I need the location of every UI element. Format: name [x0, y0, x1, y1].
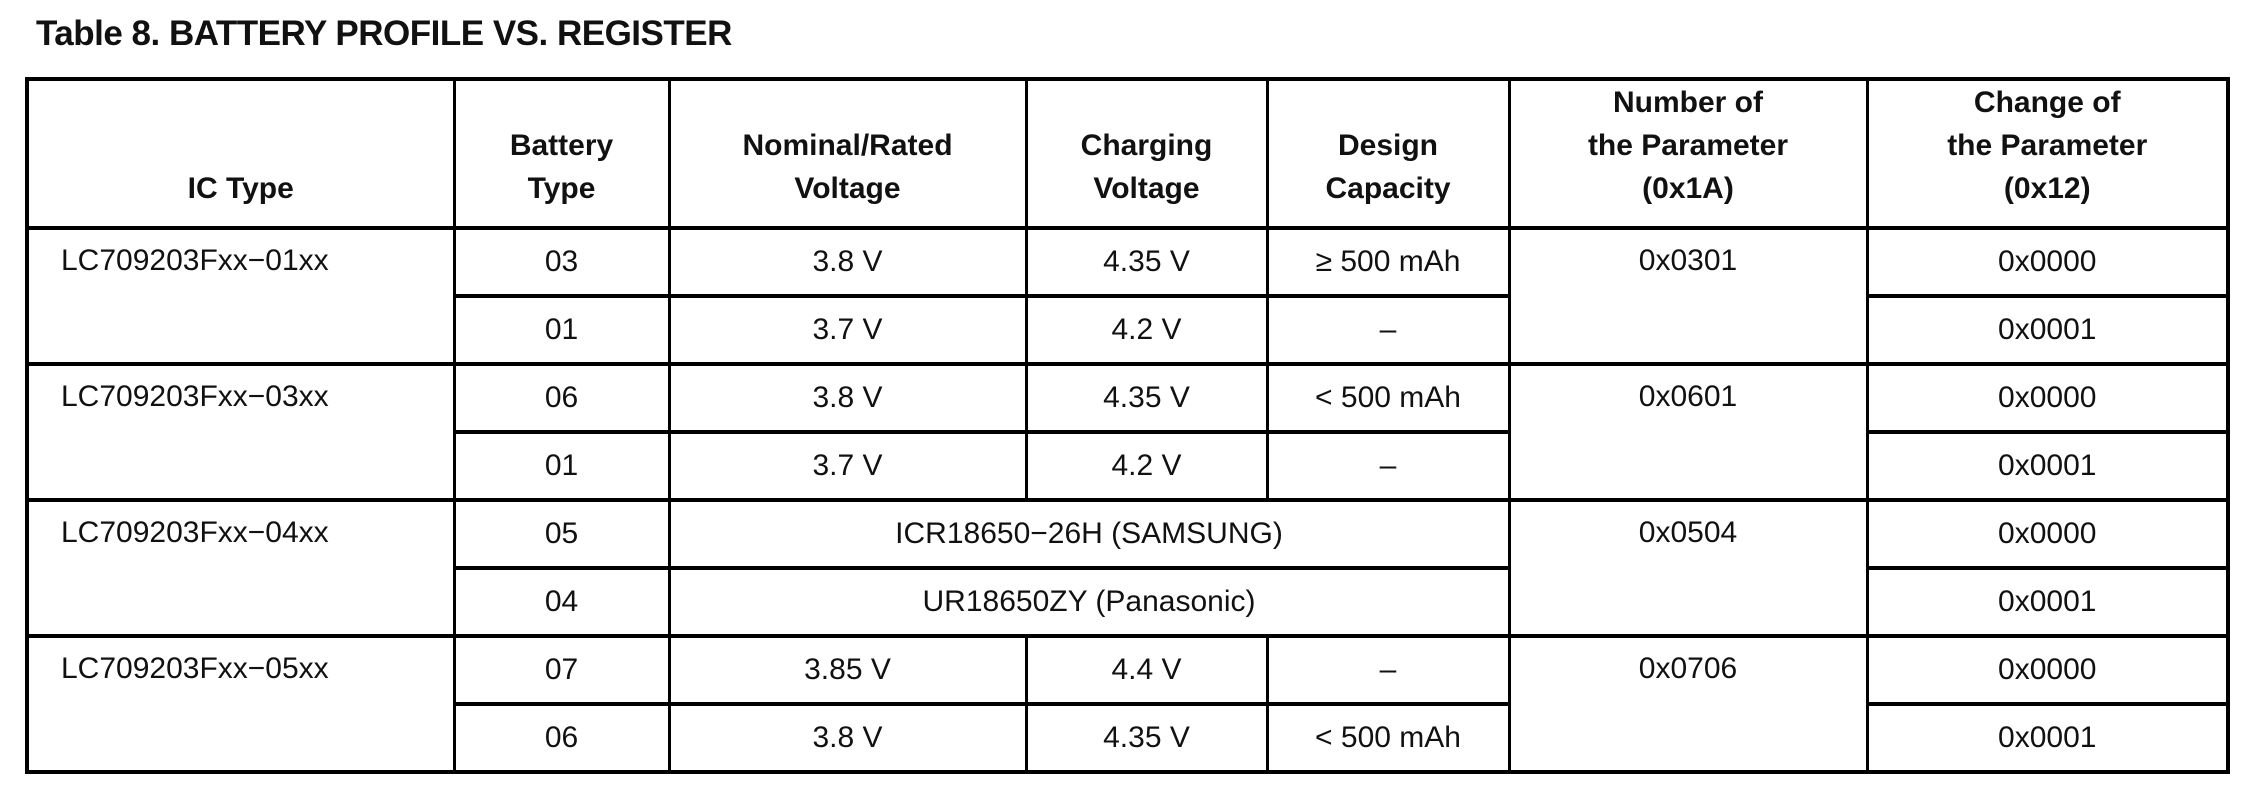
charging-voltage-cell: 4.4 V [1024, 634, 1269, 706]
table-row: LC709203Fxx−04xx 05 ICR18650−26H (SAMSUNG)… [25, 498, 2230, 638]
battery-spec-cell: UR18650ZY (Panasonic) [667, 566, 1511, 638]
header-ic-type: IC Type [25, 77, 456, 230]
battery-type-cell: 05 [452, 498, 671, 570]
header-design-capacity: Design Capacity [1265, 77, 1511, 230]
nominal-voltage-cell: 3.8 V [667, 702, 1028, 774]
table-row: LC709203Fxx−03xx 06 3.8 V 4.35 V < 500 mAh 0x… [25, 362, 2230, 502]
header-text: Change of [1973, 86, 2121, 119]
header-text: Charging [1080, 129, 1213, 162]
ic-type-cell: LC709203Fxx−01xx [25, 226, 456, 366]
table-title: Table 8. BATTERY PROFILE VS. REGISTER [36, 14, 732, 53]
change-parameter-cell: 0x0001 [1865, 566, 2230, 638]
change-parameter-cell: 0x0000 [1865, 634, 2230, 706]
charging-voltage-cell: 4.35 V [1024, 702, 1269, 774]
header-text: (0x1A) [1642, 172, 1734, 205]
nominal-voltage-cell: 3.8 V [667, 362, 1028, 434]
battery-profile-table: IC Type Battery Type Nominal/Rated Voltage… [25, 77, 2230, 774]
battery-type-cell: 04 [452, 566, 671, 638]
header-battery-type: Battery Type [452, 77, 671, 230]
nominal-voltage-cell: 3.7 V [667, 294, 1028, 366]
change-parameter-cell: 0x0000 [1865, 498, 2230, 570]
table-row: 01 3.7 V 4.2 V – 0x0001 [27, 430, 2230, 502]
table-row: 04 UR18650ZY (Panasonic) 0x0001 [27, 566, 2230, 638]
table-row: LC709203Fxx−05xx 07 3.85 V 4.4 V –0x0706 0x00… [25, 634, 2230, 774]
nominal-voltage-cell: 3.8 V [667, 226, 1028, 298]
charging-voltage-cell: 4.35 V [1024, 226, 1269, 298]
charging-voltage-cell: 4.2 V [1024, 294, 1269, 366]
change-parameter-cell: 0x0001 [1865, 702, 2230, 774]
header-text: (0x12) [2003, 172, 2091, 205]
header-text: IC Type [187, 172, 294, 205]
design-capacity-cell: ≥ 500 mAh [1265, 226, 1511, 298]
battery-type-cell: 01 [452, 294, 671, 366]
header-text: Nominal/Rated [742, 129, 953, 162]
table-row: 06 3.8 V 4.35 V < 500 mAh 0x0001 [27, 702, 2230, 774]
ic-type-cell: LC709203Fxx−03xx [25, 362, 456, 502]
battery-type-cell: 03 [452, 226, 671, 298]
header-nominal-voltage: Nominal/Rated Voltage [667, 77, 1028, 230]
header-text: Voltage [794, 172, 901, 205]
header-change-parameter: Change of the Parameter (0x12) [1865, 77, 2230, 230]
header-text: the Parameter [1947, 129, 2148, 162]
charging-voltage-cell: 4.35 V [1024, 362, 1269, 434]
charging-voltage-cell: 4.2 V [1024, 430, 1269, 502]
battery-type-cell: 07 [452, 634, 671, 706]
change-parameter-cell: 0x0001 [1865, 294, 2230, 366]
number-parameter-cell: 0x0601 [1507, 362, 1869, 502]
header-text: the Parameter [1587, 129, 1789, 162]
design-capacity-cell: – [1265, 634, 1511, 706]
header-text: Design [1337, 129, 1439, 162]
nominal-voltage-cell: 3.85 V [667, 634, 1028, 706]
header-text: Capacity [1325, 172, 1451, 205]
header-text: Number of [1613, 86, 1763, 119]
battery-type-cell: 01 [452, 430, 671, 502]
nominal-voltage-cell: 3.7 V [667, 430, 1028, 502]
design-capacity-cell: – [1265, 430, 1511, 502]
header-text: Type [527, 172, 596, 205]
design-capacity-cell: < 500 mAh [1265, 702, 1511, 774]
ic-type-cell: LC709203Fxx−05xx [25, 634, 456, 774]
header-number-parameter: Number of the Parameter (0x1A) [1507, 77, 1869, 230]
table-row: 01 3.7 V 4.2 V – 0x0001 [27, 294, 2230, 366]
header-text: Battery [509, 129, 614, 162]
battery-type-cell: 06 [452, 362, 671, 434]
design-capacity-cell: – [1265, 294, 1511, 366]
header-row: IC Type Battery Type Nominal/Rated Voltage… [25, 77, 2230, 230]
change-parameter-cell: 0x0000 [1865, 226, 2230, 298]
change-parameter-cell: 0x0001 [1865, 430, 2230, 502]
number-parameter-cell: 0x0504 [1507, 498, 1869, 638]
table-row: LC709203Fxx−01xx 03 3.8 V 4.35 V ≥ 500 mAh 0x… [25, 226, 2230, 366]
header-text: Voltage [1093, 172, 1200, 205]
battery-spec-cell: ICR18650−26H (SAMSUNG) [667, 498, 1511, 570]
ic-type-cell: LC709203Fxx−04xx [25, 498, 456, 638]
number-parameter-cell: 0x0706 [1507, 634, 1869, 774]
change-parameter-cell: 0x0000 [1865, 362, 2230, 434]
battery-type-cell: 06 [452, 702, 671, 774]
number-parameter-cell: 0x0301 [1507, 226, 1869, 366]
header-charging-voltage: Charging Voltage [1024, 77, 1269, 230]
design-capacity-cell: < 500 mAh [1265, 362, 1511, 434]
